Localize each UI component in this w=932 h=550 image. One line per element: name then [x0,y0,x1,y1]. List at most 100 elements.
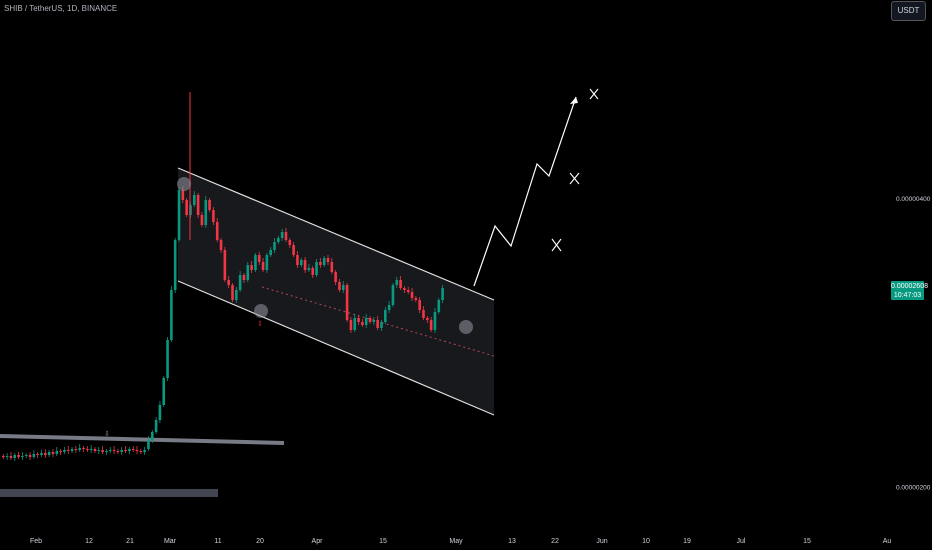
candle-body [265,255,269,270]
candle-body [403,288,406,290]
time-tick-label: 15 [803,538,811,545]
candle-body [116,451,120,452]
candle-body [193,195,196,205]
candle-body [40,453,43,455]
bar-countdown: 10:47:03 [893,292,922,299]
time-tick-label: 22 [551,538,559,545]
time-tick-label: Jul [737,538,746,545]
candle-body [273,242,276,250]
candle-body [32,454,36,457]
candle-body [368,318,372,322]
candle-body [2,456,5,457]
candle-body [105,451,108,452]
candle-body [208,200,211,210]
candle-body [70,449,74,451]
candle-body [319,262,322,265]
price-tick-label: 0.00000400 [896,196,931,203]
pivot-marker [177,177,191,191]
time-axis[interactable]: Feb 12 21 Mar 11 20 Apr 15 May 13 22 Jun 10 19 Jul 15 Au [0,533,891,550]
candle-body [349,320,353,330]
projection-path [473,96,577,287]
candle-body [112,450,116,451]
last-price-tag: 0.00002608 10:47:03 [891,281,928,300]
candle-body [204,200,208,225]
time-tick-label: Jun [596,538,607,545]
candle-body [311,268,315,275]
target-x-mark [569,172,580,185]
candle-body [341,285,345,290]
candle-body [196,195,200,215]
candle-body [212,210,215,222]
lower-zone-bar [0,489,218,497]
channel-lower-line [177,280,495,416]
pivot-marker [459,320,473,334]
candle-body [284,232,288,240]
candle-body [223,250,227,280]
candle-body [406,290,410,292]
candle-body [330,262,334,272]
candle-body [131,449,135,450]
candle-body [338,282,341,290]
candle-body [82,448,85,449]
support-trendline [0,434,285,445]
candle-body [315,262,318,275]
candle-body [364,318,368,325]
candle-body [128,449,131,451]
candle-body [238,275,242,290]
candle-body [93,449,97,451]
time-tick-label: 10 [642,538,650,545]
candle-body [418,300,421,310]
candle-body [5,456,9,457]
price-tick-label: 0.00000200 [896,485,931,492]
support-lines [0,434,285,497]
candle-body [181,190,185,200]
candle-body [219,240,223,250]
candle-body [422,310,425,318]
candle-body [429,320,433,330]
candlesticks [2,92,444,461]
candle-body [147,440,150,449]
candle-body [185,200,188,215]
candle-body [97,450,101,451]
price-axis[interactable]: 0.000052000.000050000.000048000.00004600… [891,0,932,550]
candle-body [257,255,261,262]
candle-body [361,322,364,325]
channel-fill [178,168,494,415]
candle-body [242,275,246,280]
symbol-title[interactable]: SHIB / TetherUS, 1D, BINANCE [4,4,118,13]
candle-body [44,453,47,455]
time-tick-label: Feb [30,538,42,545]
candle-body [200,215,204,225]
descending-channel [177,167,495,416]
candle-body [55,451,59,454]
candle-body [124,450,127,451]
candle-body [277,238,280,242]
candle-body [78,448,81,450]
candle-body [9,456,13,458]
candle-body [296,255,299,265]
annotations: ⇩ ⇩ [104,88,599,438]
time-tick-label: May [449,538,463,545]
candle-body [166,340,169,378]
candle-body [173,240,177,290]
candle-body [235,290,238,300]
pivot-marker [254,304,268,318]
candle-body [150,432,154,440]
candle-body [170,290,173,340]
currency-button[interactable]: USDT [891,1,926,21]
candle-body [441,288,444,300]
candle-body [227,280,230,285]
time-tick-label: Mar [164,538,177,545]
candle-body [36,454,39,455]
candle-body [47,452,51,455]
target-x-mark [589,88,599,100]
candle-body [63,450,66,452]
candle-body [357,318,360,322]
candle-body [177,190,181,240]
candle-body [162,378,166,405]
candle-body [414,298,418,300]
candle-body [395,280,399,285]
candle-body [17,455,20,457]
candle-body [86,449,89,450]
